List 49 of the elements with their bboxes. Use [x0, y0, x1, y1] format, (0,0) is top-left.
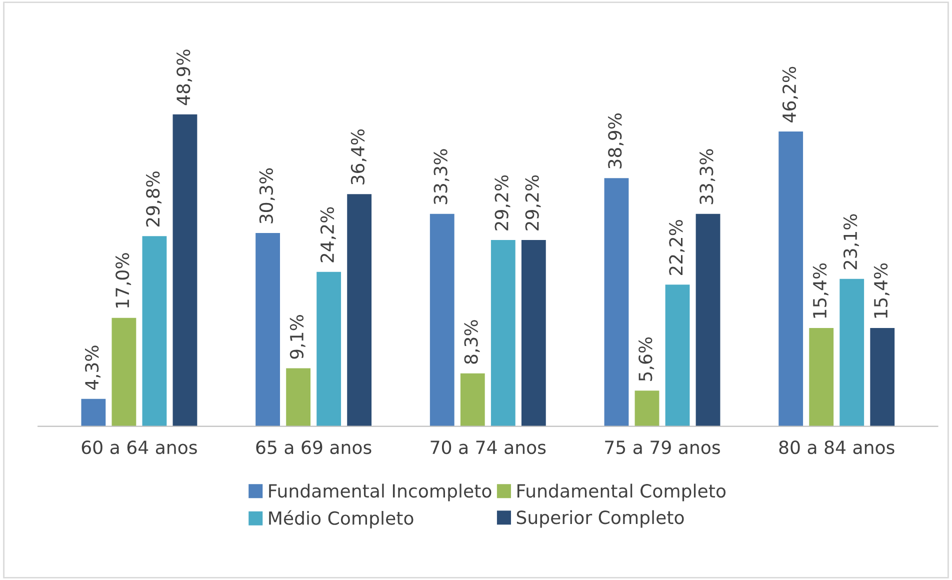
bar: [112, 318, 136, 426]
bar: [81, 398, 106, 426]
x-tick-label: 75 a 79 anos: [605, 440, 720, 454]
bar: [460, 373, 485, 426]
bar: [840, 278, 864, 426]
bar: [521, 240, 546, 426]
data-label: 48,9%: [176, 50, 192, 106]
bar: [172, 114, 198, 426]
data-label: 9,1%: [290, 315, 306, 359]
data-label: 17,0%: [116, 253, 132, 308]
bar: [870, 328, 895, 426]
data-label: 23,1%: [843, 214, 859, 270]
bar: [604, 178, 629, 426]
data-label: 29,8%: [146, 171, 162, 227]
x-tick-label: 60 a 64 anos: [82, 440, 197, 454]
data-label: 15,4%: [812, 263, 828, 318]
data-label: 38,9%: [608, 113, 624, 168]
data-label: 29,2%: [494, 175, 510, 230]
data-label: 22,2%: [669, 220, 685, 276]
data-label: 29,2%: [525, 175, 541, 230]
x-tick-label: 65 a 69 anos: [256, 440, 372, 454]
bar: [256, 232, 280, 426]
x-tick-label: 70 a 74 anos: [430, 440, 546, 454]
bar: [142, 236, 167, 426]
bar: [809, 328, 834, 426]
bar: [316, 272, 342, 426]
data-label: 30,3%: [259, 168, 275, 224]
legend-label: Superior Completo: [516, 510, 684, 528]
legend-label: Fundamental Completo: [517, 484, 726, 502]
bar: [665, 284, 690, 426]
legend-label: Fundamental Incompleto: [269, 484, 492, 502]
legend-label: Médio Completo: [269, 510, 414, 528]
bar: [634, 390, 660, 426]
data-label: 36,4%: [350, 129, 366, 184]
data-label: 24,2%: [320, 207, 336, 262]
bar: [696, 214, 720, 426]
bar: [286, 368, 310, 426]
bar: [347, 194, 372, 426]
x-tick-label: 80 a 84 anos: [779, 440, 894, 454]
data-label: 15,4%: [874, 263, 890, 318]
data-label: 4,3%: [85, 346, 101, 390]
bar: [430, 214, 454, 426]
data-label: 46,2%: [782, 66, 798, 122]
data-label: 33,3%: [700, 149, 716, 204]
data-label: 8,3%: [464, 320, 480, 364]
bar: [490, 240, 516, 426]
data-label: 33,3%: [434, 149, 450, 204]
bar: [778, 132, 804, 426]
data-label: 5,6%: [638, 337, 654, 381]
